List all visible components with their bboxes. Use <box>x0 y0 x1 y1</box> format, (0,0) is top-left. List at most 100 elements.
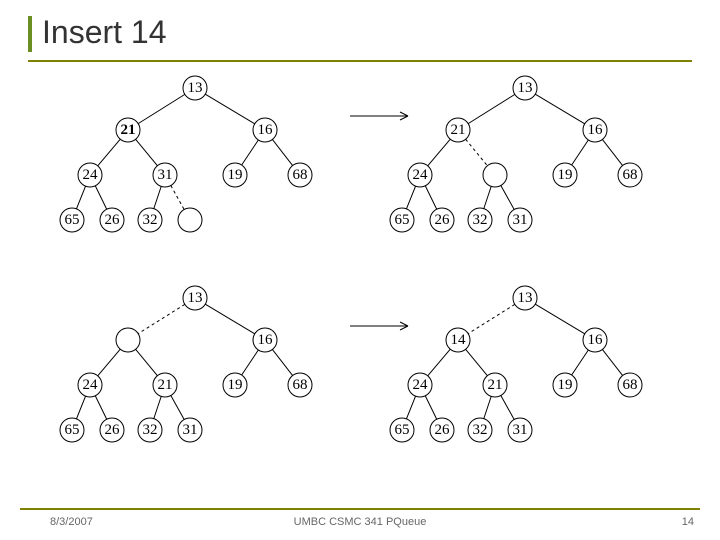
arrow-2 <box>348 316 420 336</box>
arrow-head <box>400 112 408 116</box>
diagram-area: 13 21 16 24 31 19 68 65 26 32 13 21 16 24 19 68 65 26 32 31… <box>60 70 660 490</box>
edge <box>425 396 436 419</box>
tree-node <box>483 163 507 187</box>
edge <box>468 94 515 123</box>
node-label: 65 <box>65 212 80 228</box>
edge <box>95 396 106 419</box>
edge <box>154 396 161 418</box>
edge <box>602 139 622 165</box>
edge <box>468 304 515 333</box>
node-label: 13 <box>518 80 533 96</box>
node-label: 13 <box>188 80 203 96</box>
node-label: 31 <box>158 167 173 183</box>
edge <box>572 140 589 165</box>
arrow-head <box>400 326 408 330</box>
node-label: 21 <box>451 122 466 138</box>
node-label: 21 <box>121 122 136 138</box>
node-label: 68 <box>623 377 638 393</box>
node-label: 26 <box>435 422 451 438</box>
edge <box>171 395 184 419</box>
node-label: 24 <box>83 167 99 183</box>
tree-t2: 13 21 16 24 19 68 65 26 32 31 <box>380 70 670 270</box>
edge <box>602 349 622 375</box>
tree-node <box>116 328 140 352</box>
node-label: 32 <box>473 422 488 438</box>
node-label: 24 <box>83 377 99 393</box>
node-label: 32 <box>143 212 158 228</box>
edge <box>98 349 121 376</box>
edge <box>406 396 415 419</box>
edge <box>535 94 584 124</box>
edge <box>136 139 158 165</box>
node-label: 26 <box>105 422 121 438</box>
node-label: 31 <box>183 422 198 438</box>
title-accent <box>28 16 32 52</box>
node-label: 26 <box>435 212 451 228</box>
edge <box>272 139 292 165</box>
edge <box>466 349 488 375</box>
arrow-1 <box>348 106 420 126</box>
edge <box>76 186 85 209</box>
edge <box>242 350 259 375</box>
edge <box>272 349 292 375</box>
edge <box>501 395 514 419</box>
node-label: 24 <box>413 167 429 183</box>
node-label: 31 <box>513 212 528 228</box>
node-label: 68 <box>293 167 308 183</box>
footer-center: UMBC CSMC 341 PQueue <box>20 516 700 528</box>
edge <box>428 349 451 376</box>
node-label: 65 <box>395 212 410 228</box>
edge <box>76 396 85 419</box>
edge <box>484 396 491 418</box>
node-label: 32 <box>473 212 488 228</box>
node-label: 26 <box>105 212 121 228</box>
title-bar: Insert 14 <box>28 8 692 62</box>
node-label: 32 <box>143 422 158 438</box>
edge <box>242 140 259 165</box>
node-label: 16 <box>258 122 274 138</box>
tree-t3: 13 16 24 21 19 68 65 26 32 31 <box>50 280 340 480</box>
node-label: 31 <box>513 422 528 438</box>
edge <box>425 186 436 209</box>
edge <box>205 304 254 334</box>
tree-t4: 13 14 16 24 21 19 68 65 26 32 31 <box>380 280 670 480</box>
node-label: 24 <box>413 377 429 393</box>
node-label: 68 <box>293 377 308 393</box>
node-label: 16 <box>588 122 604 138</box>
slide-title: Insert 14 <box>42 14 167 51</box>
edge <box>466 139 488 165</box>
footer-page: 14 <box>682 516 694 528</box>
tree-node <box>178 208 202 232</box>
edge <box>572 350 589 375</box>
edge <box>138 304 185 333</box>
node-label: 21 <box>488 377 503 393</box>
edge <box>484 186 491 208</box>
node-label: 16 <box>258 332 274 348</box>
edge <box>154 186 161 208</box>
node-label: 19 <box>558 377 573 393</box>
arrow-head <box>400 116 408 120</box>
node-label: 19 <box>558 167 573 183</box>
edge <box>95 186 106 209</box>
edge <box>138 94 185 123</box>
edge <box>406 186 415 209</box>
edge <box>98 139 121 166</box>
footer: 8/3/2007 UMBC CSMC 341 PQueue 14 <box>20 508 700 534</box>
node-label: 65 <box>65 422 80 438</box>
edge <box>535 304 584 334</box>
edge <box>428 139 451 166</box>
node-label: 14 <box>451 332 467 348</box>
node-label: 19 <box>228 377 243 393</box>
edge <box>501 185 514 209</box>
edge <box>136 349 158 375</box>
node-label: 21 <box>158 377 173 393</box>
node-label: 65 <box>395 422 410 438</box>
node-label: 13 <box>518 290 533 306</box>
arrow-head <box>400 322 408 326</box>
node-label: 16 <box>588 332 604 348</box>
node-label: 13 <box>188 290 203 306</box>
node-label: 68 <box>623 167 638 183</box>
edge <box>171 185 184 209</box>
edge <box>205 94 254 124</box>
tree-t1: 13211624311968652632 <box>50 70 340 270</box>
